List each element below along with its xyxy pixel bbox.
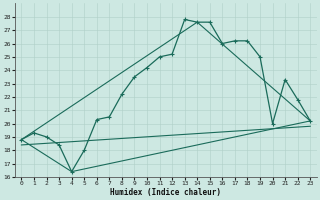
X-axis label: Humidex (Indice chaleur): Humidex (Indice chaleur) [110,188,221,197]
